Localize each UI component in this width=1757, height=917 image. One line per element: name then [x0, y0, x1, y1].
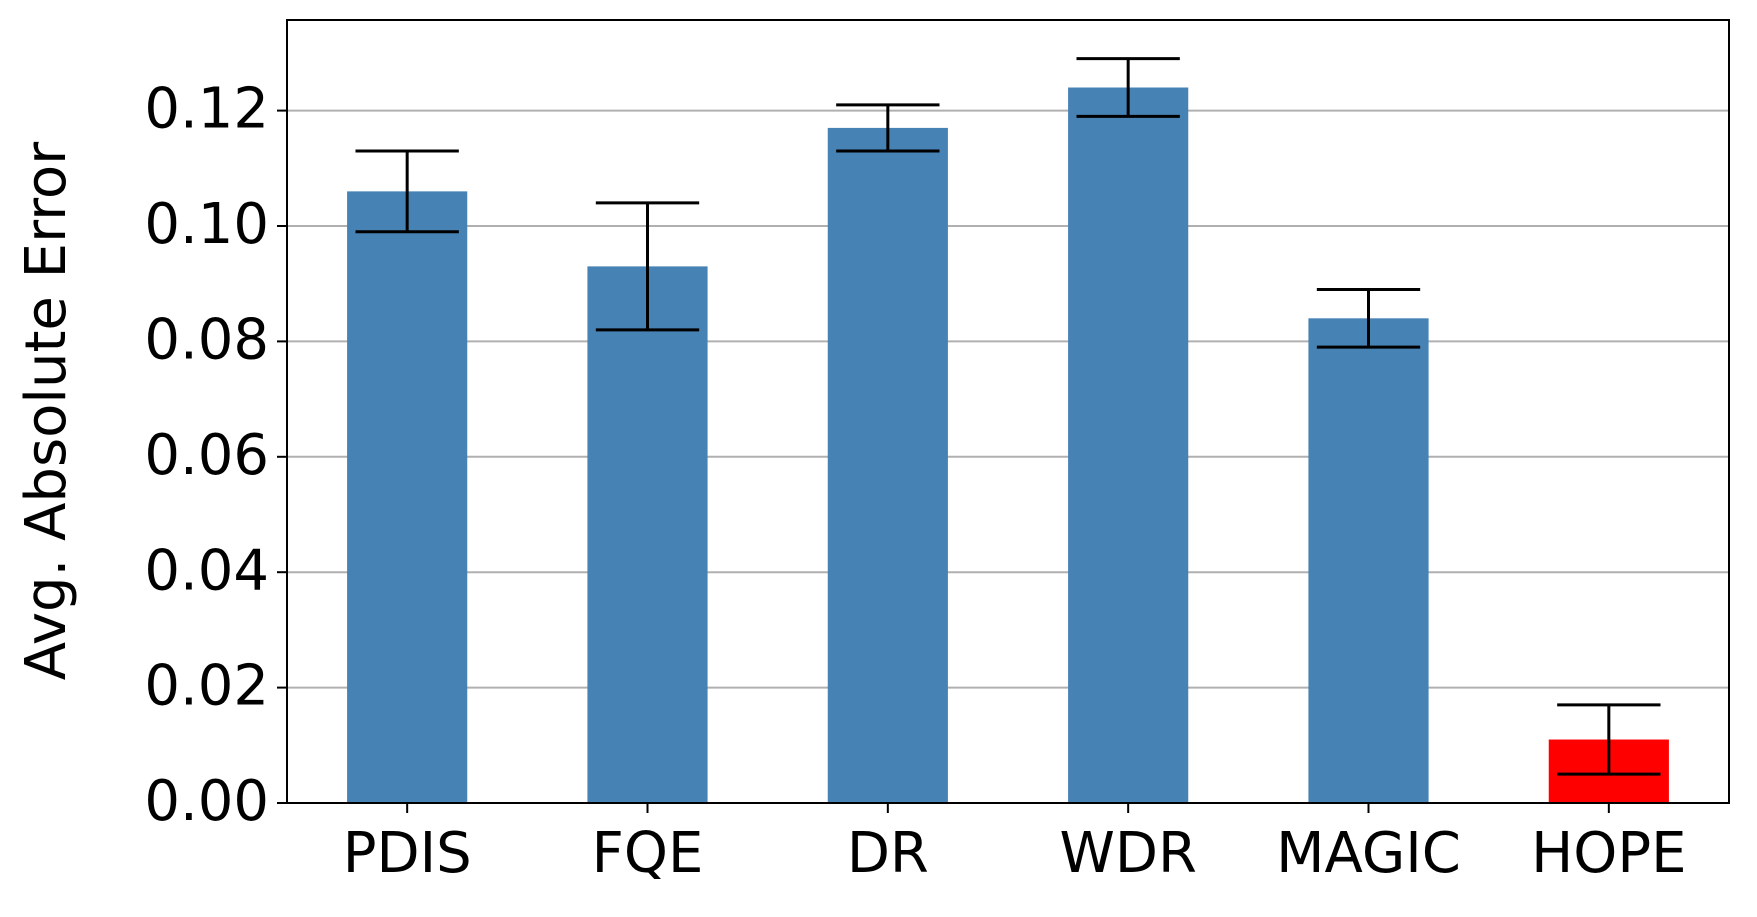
error-bar [1316, 287, 1421, 349]
x-tick-label: FQE [592, 821, 704, 886]
error-bar [1557, 703, 1661, 776]
error-bar [1076, 57, 1180, 118]
y-tick-label: 0.10 [144, 192, 269, 257]
y-tick-label: 0.02 [144, 654, 269, 719]
y-tick-label: 0.00 [144, 769, 269, 834]
x-tick-label: HOPE [1531, 821, 1686, 886]
x-tick-label: MAGIC [1276, 821, 1461, 886]
x-tick-label: PDIS [343, 821, 472, 886]
x-tick-label: DR [847, 821, 929, 886]
error-bar [355, 149, 459, 234]
bar [1308, 318, 1429, 803]
y-tick-label: 0.06 [144, 423, 269, 488]
bar [1068, 87, 1189, 803]
y-axis-label: Avg. Absolute Error [14, 141, 79, 680]
bar [587, 266, 708, 803]
bar [347, 191, 468, 804]
error-bar [836, 103, 940, 153]
bar [827, 127, 948, 803]
y-tick-label: 0.08 [144, 308, 269, 373]
y-tick-label: 0.12 [144, 77, 269, 142]
plot-frame [286, 19, 1730, 804]
y-tick-label: 0.04 [144, 538, 269, 603]
error-bar [595, 201, 700, 332]
x-tick-label: WDR [1059, 821, 1196, 886]
